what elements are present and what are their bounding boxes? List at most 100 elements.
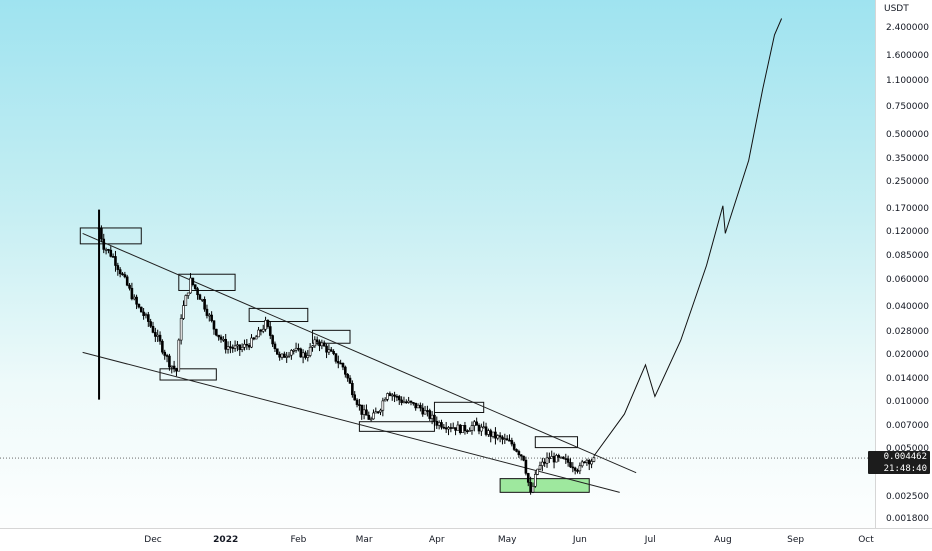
- candle-body: [533, 474, 537, 487]
- candle-body: [320, 342, 324, 347]
- candle-body: [557, 455, 561, 458]
- candle-body: [487, 430, 490, 435]
- candle-body: [137, 303, 141, 308]
- zone-box-0: [79, 227, 142, 245]
- price-tick-label: 0.250000: [886, 177, 929, 188]
- candle-body: [571, 466, 575, 469]
- candle-body: [456, 424, 460, 431]
- candle-body: [508, 439, 511, 442]
- candle-body: [454, 427, 457, 431]
- candle-body: [217, 334, 220, 338]
- price-tick-label: 0.028000: [886, 326, 929, 337]
- candle-body: [231, 347, 235, 349]
- candle-body: [102, 238, 106, 250]
- candle-body: [123, 274, 127, 278]
- candle-body: [435, 420, 439, 426]
- candle-body: [161, 340, 164, 353]
- candle-body: [224, 338, 228, 350]
- candle-body: [569, 462, 572, 468]
- candle-body: [325, 345, 328, 353]
- candle-body: [212, 320, 216, 330]
- time-tick-label: Apr: [428, 535, 445, 545]
- time-tick-label: Feb: [290, 535, 307, 545]
- candle-body: [144, 314, 148, 316]
- time-tick-label: Jul: [644, 535, 656, 545]
- candle-body: [496, 435, 500, 439]
- candle-body: [139, 306, 143, 313]
- candle-body: [308, 346, 312, 356]
- candle-body: [175, 368, 178, 372]
- candle-body: [498, 435, 502, 438]
- candle-body: [503, 438, 507, 440]
- time-scale[interactable]: Dec 2022 Feb Mar Apr May Jun Jul Aug Sep Oct: [0, 528, 932, 551]
- price-tick-label: 0.750000: [886, 102, 929, 113]
- candle-body: [362, 409, 366, 415]
- zone-box-2: [178, 273, 236, 291]
- candle-body: [118, 269, 122, 275]
- candle-body: [283, 353, 286, 358]
- candle-body: [163, 351, 167, 356]
- candle-body: [369, 418, 373, 421]
- candle-body: [473, 421, 476, 426]
- time-tick-label: 2022: [213, 535, 239, 545]
- candle-body: [360, 404, 364, 415]
- zone-box-7: [534, 436, 579, 449]
- candle-body: [400, 399, 403, 403]
- candle-body: [332, 350, 335, 354]
- candle-body: [451, 427, 455, 429]
- candle-body: [315, 339, 319, 343]
- candle-body: [128, 284, 131, 289]
- time-tick-label: Jun: [572, 535, 587, 545]
- candle-body: [578, 465, 582, 472]
- candle-body: [170, 365, 174, 368]
- plot-area[interactable]: [0, 0, 875, 528]
- candle-body: [341, 363, 345, 368]
- candle-body: [580, 461, 584, 467]
- zone-box-5: [358, 421, 435, 432]
- price-tick-label: 0.010000: [886, 396, 929, 407]
- candle-body: [402, 401, 406, 404]
- zone-box-3: [248, 307, 309, 323]
- candle-body: [196, 288, 199, 296]
- candle-body: [294, 347, 298, 351]
- price-scale[interactable]: USDT 2.400000 1.600000 1.100000 0.750000 0.5…: [875, 0, 932, 528]
- candle-body: [395, 396, 399, 398]
- candle-body: [273, 343, 277, 350]
- time-tick-label: Aug: [714, 535, 732, 545]
- time-tick-label: Mar: [355, 535, 373, 545]
- last-price-tag: 0.004462 21:48:40: [868, 451, 930, 474]
- candle-body: [421, 407, 425, 415]
- candle-body: [177, 339, 181, 372]
- trendline-upper: [82, 232, 637, 474]
- candle-body: [348, 377, 352, 384]
- candle-body: [97, 227, 101, 230]
- candle-body: [379, 409, 382, 413]
- projection-path: [593, 18, 783, 457]
- candle-body: [147, 314, 150, 322]
- candle-body: [393, 394, 396, 397]
- candle-body: [461, 425, 464, 434]
- candle-body: [191, 277, 195, 285]
- candle-body: [442, 426, 446, 429]
- candle-body: [238, 344, 242, 350]
- candle-body: [198, 294, 202, 300]
- candle-body: [154, 332, 157, 337]
- candle-body: [440, 422, 443, 428]
- candle-body: [386, 393, 389, 400]
- candle-body: [585, 459, 589, 463]
- candle-body: [222, 338, 225, 341]
- candle-body: [311, 345, 314, 348]
- trendline-lower: [82, 351, 620, 493]
- candle-body: [477, 425, 481, 432]
- candle-body: [414, 402, 417, 409]
- candle-body: [480, 426, 483, 432]
- candle-body: [426, 410, 429, 412]
- price-tick-label: 0.020000: [886, 349, 929, 360]
- last-price-label: 0.004462: [883, 452, 927, 462]
- time-tick-label: Oct: [858, 535, 874, 545]
- candle-body: [100, 227, 103, 240]
- candle-body: [250, 337, 253, 348]
- price-tick-label: 0.350000: [886, 154, 929, 165]
- candle-body: [353, 394, 357, 401]
